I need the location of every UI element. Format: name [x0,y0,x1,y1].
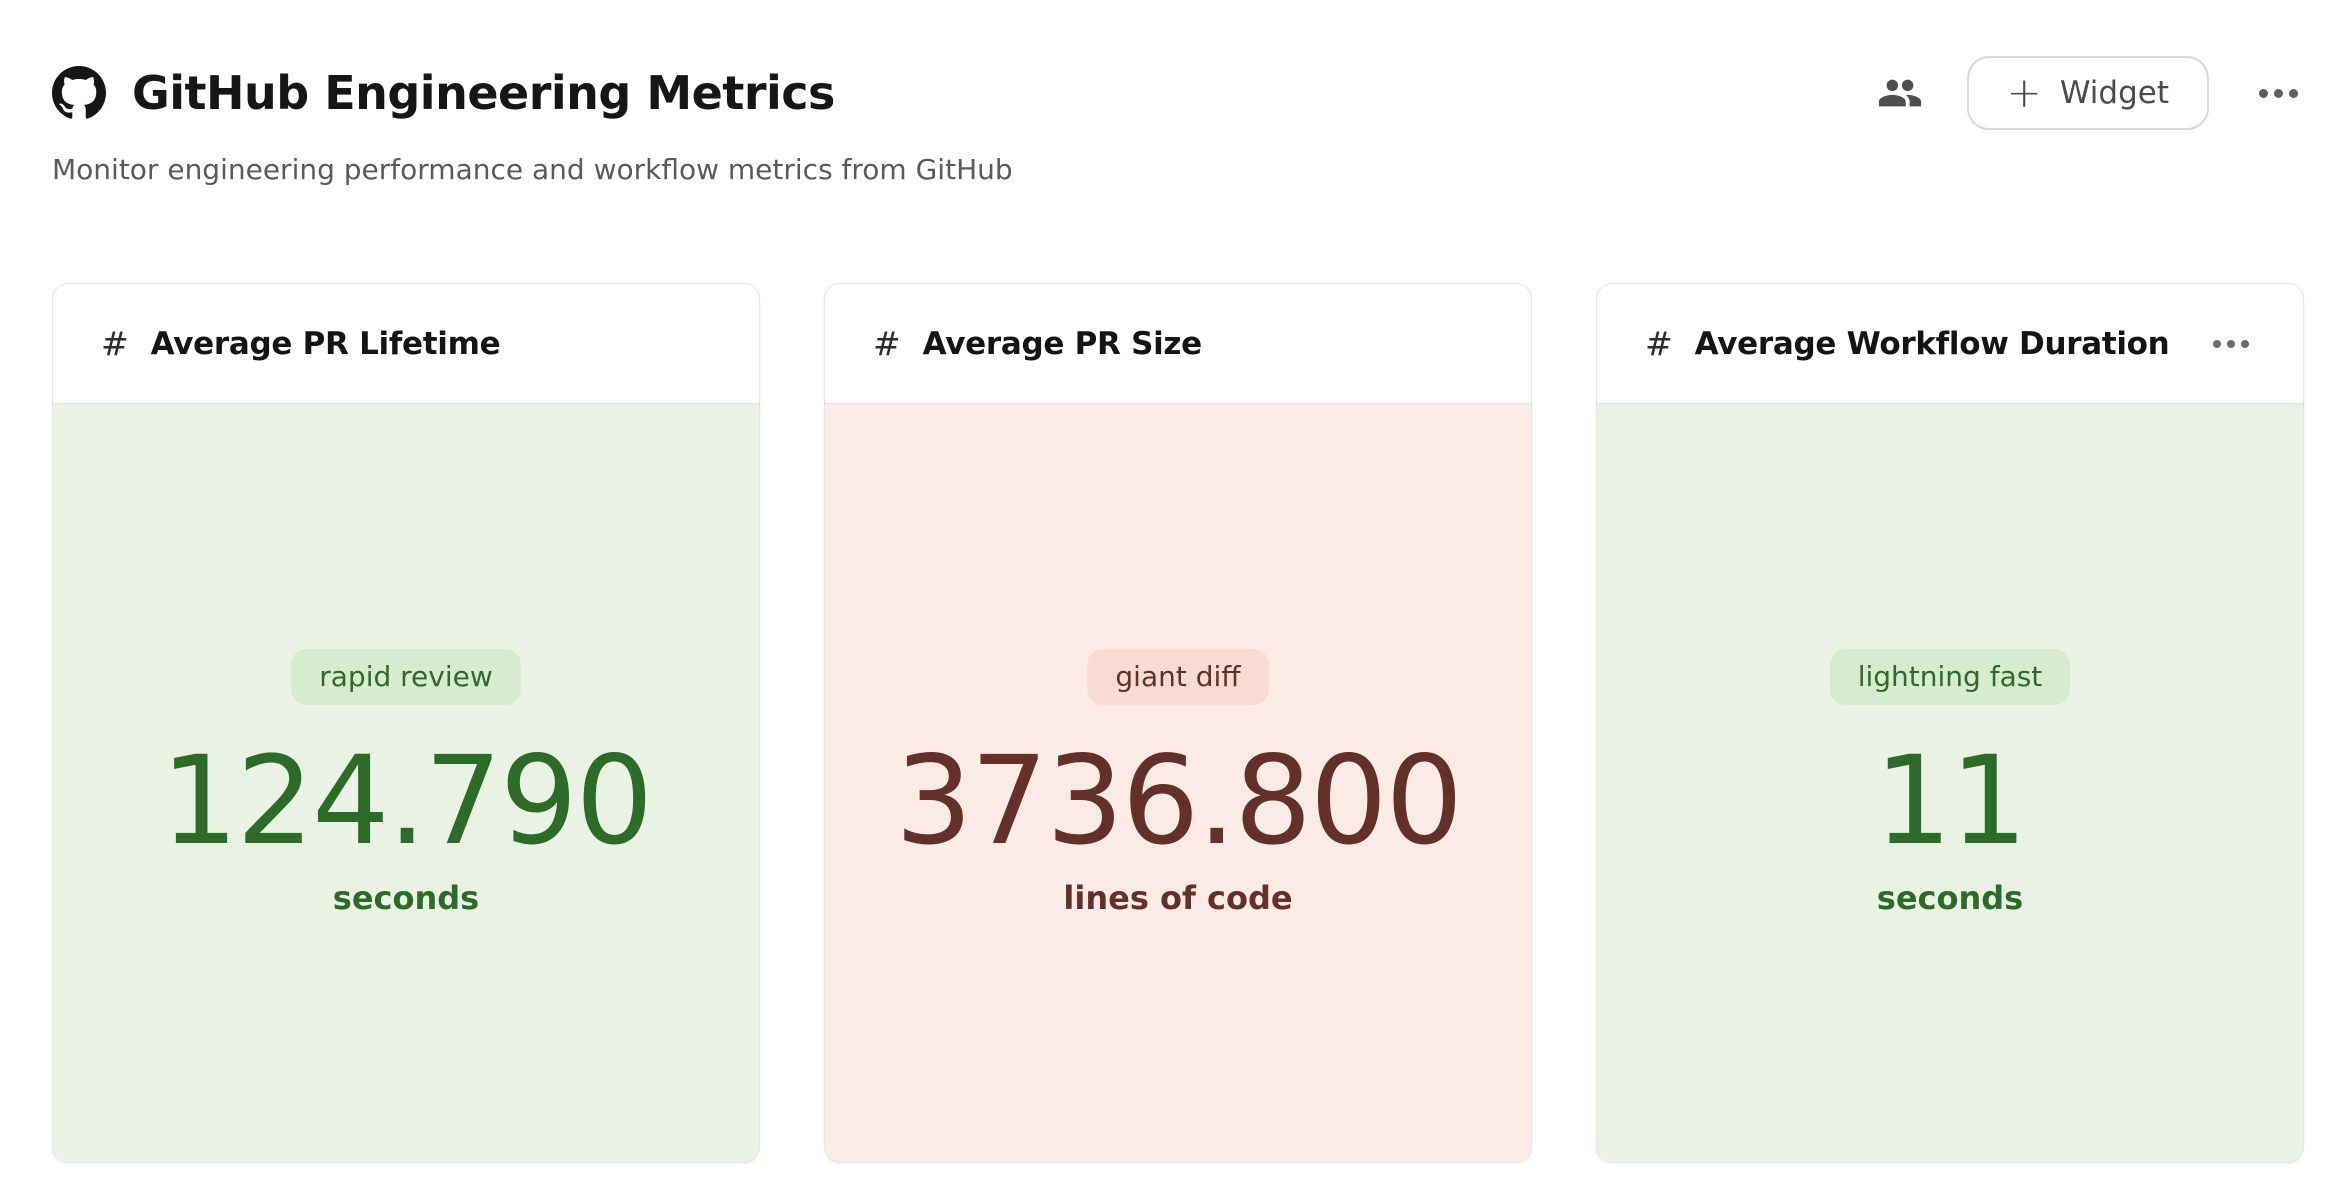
card-header: # Average Workflow Duration [1597,284,2303,405]
card-body: rapid review 124.790 seconds [53,404,759,1163]
overflow-menu-icon[interactable] [2253,83,2304,104]
card-header-title-group: # Average Workflow Duration [1645,324,2169,363]
card-title: Average PR Lifetime [150,325,501,362]
number-widget-icon: # [101,324,129,364]
card-menu-icon[interactable] [2207,334,2255,354]
widgets-grid: # Average PR Lifetime rapid review 124.7… [52,283,2304,1164]
metric-value: 3736.800 [894,730,1463,873]
card-title: Average Workflow Duration [1694,325,2170,362]
card-header-title-group: # Average PR Size [873,324,1202,363]
metric-value: 124.790 [160,730,654,873]
status-badge: rapid review [291,649,521,706]
add-widget-button[interactable]: + Widget [1966,56,2209,130]
card-body: giant diff 3736.800 lines of code [825,404,1531,1163]
metric-unit: seconds [332,879,480,918]
card-body: lightning fast 11 seconds [1597,404,2303,1163]
number-widget-icon: # [1645,324,1673,364]
add-widget-label: Widget [2059,75,2169,111]
metric-unit: lines of code [1063,879,1293,918]
page-title: GitHub Engineering Metrics [132,65,835,120]
metric-card-pr-lifetime: # Average PR Lifetime rapid review 124.7… [52,283,760,1164]
dashboard-header: GitHub Engineering Metrics + Widget [52,56,2304,130]
metric-card-pr-size: # Average PR Size giant diff 3736.800 li… [824,283,1532,1164]
card-header: # Average PR Lifetime [53,284,759,405]
header-title-group: GitHub Engineering Metrics [52,66,835,120]
card-header: # Average PR Size [825,284,1531,405]
metric-card-workflow-duration: # Average Workflow Duration lightning fa… [1596,283,2304,1164]
card-title: Average PR Size [922,325,1202,362]
header-actions: + Widget [1877,56,2304,130]
plus-icon: + [2006,68,2042,117]
page-subtitle: Monitor engineering performance and work… [52,153,1013,186]
dashboard-page: GitHub Engineering Metrics + Widget Moni… [52,56,2304,1164]
status-badge: giant diff [1087,649,1269,706]
github-logo-icon [52,66,106,120]
number-widget-icon: # [873,324,901,364]
metric-unit: seconds [1876,879,2024,918]
metric-value: 11 [1874,730,2027,873]
collaborators-icon[interactable] [1877,70,1923,116]
card-header-title-group: # Average PR Lifetime [101,324,500,363]
status-badge: lightning fast [1829,649,2071,706]
